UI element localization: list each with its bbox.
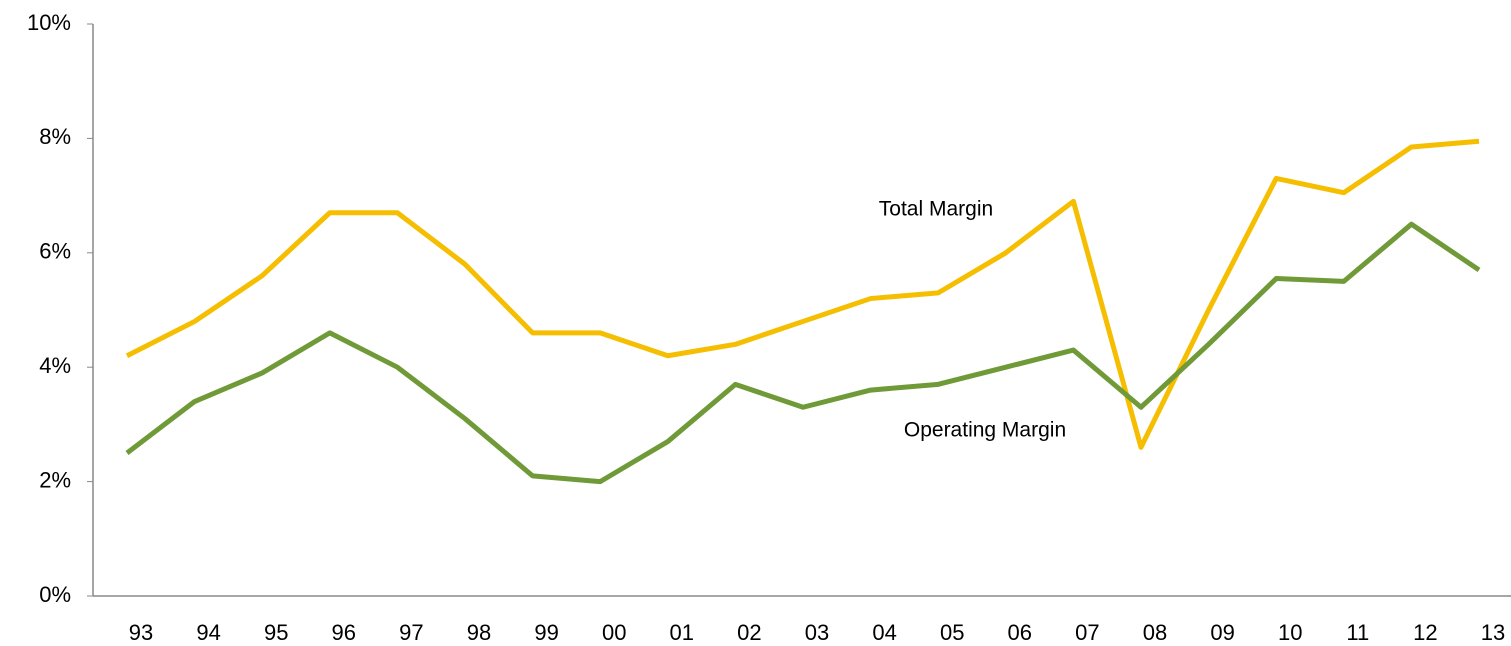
x-tick-label: 11	[1346, 620, 1369, 645]
x-tick-label: 03	[805, 620, 829, 645]
y-tick-label: 6%	[39, 239, 71, 264]
y-tick-label: 2%	[39, 467, 71, 492]
x-tick-label: 96	[332, 620, 356, 645]
x-tick-label: 02	[737, 620, 761, 645]
series-label: Operating Margin	[904, 419, 1066, 442]
x-tick-label: 95	[264, 620, 288, 645]
x-tick-label: 09	[1210, 620, 1234, 645]
x-tick-label: 99	[534, 620, 558, 645]
series-line	[125, 221, 1481, 485]
y-tick-label: 0%	[39, 582, 71, 607]
x-tick-label: 94	[196, 620, 220, 645]
x-tick-label: 00	[602, 620, 626, 645]
x-tick-label: 13	[1481, 620, 1505, 645]
x-tick-label: 98	[467, 620, 491, 645]
y-tick-label: 8%	[39, 124, 71, 149]
y-tick-label: 4%	[39, 353, 71, 378]
x-tick-label: 07	[1075, 620, 1099, 645]
x-tick-label: 04	[872, 620, 896, 645]
x-tick-label: 93	[129, 620, 153, 645]
x-tick-label: 97	[399, 620, 423, 645]
x-tick-label: 12	[1413, 620, 1437, 645]
x-tick-label: 08	[1143, 620, 1167, 645]
x-tick-label: 10	[1278, 620, 1302, 645]
x-tick-label: 01	[670, 620, 694, 645]
series-label: Total Margin	[879, 198, 993, 221]
x-tick-label: 05	[940, 620, 964, 645]
series-line	[125, 138, 1480, 450]
y-tick-label: 10%	[27, 10, 71, 35]
x-tick-label: 06	[1008, 620, 1032, 645]
